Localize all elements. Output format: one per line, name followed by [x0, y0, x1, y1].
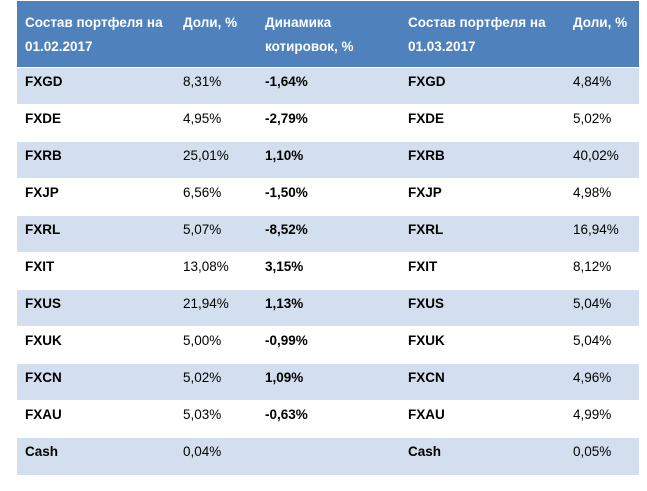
dynamics-cell: -0,99% [257, 326, 400, 364]
share-feb-cell: 5,02% [175, 363, 257, 401]
ticker-mar-cell: Cash [400, 437, 565, 475]
share-feb-cell: 6,56% [175, 178, 257, 216]
ticker-feb-cell: FXAU [17, 400, 175, 438]
ticker-mar-cell: FXCN [400, 363, 565, 401]
dynamics-cell: -0,63% [257, 400, 400, 438]
dynamics-cell: -2,79% [257, 104, 400, 142]
share-mar-cell: 40,02% [565, 141, 639, 179]
dynamics-cell: -1,64% [257, 67, 400, 105]
ticker-feb-cell: FXCN [17, 363, 175, 401]
share-mar-cell: 0,05% [565, 437, 639, 475]
dynamics-cell: 1,10% [257, 141, 400, 179]
table-row: FXAU 5,03% -0,63% FXAU 4,99% [17, 400, 639, 438]
table-row: FXRL 5,07% -8,52% FXRL 16,94% [17, 215, 639, 253]
ticker-feb-cell: FXRL [17, 215, 175, 253]
share-mar-cell: 4,84% [565, 67, 639, 105]
ticker-feb-cell: FXDE [17, 104, 175, 142]
table-row: FXJP 6,56% -1,50% FXJP 4,98% [17, 178, 639, 216]
share-mar-cell: 5,04% [565, 289, 639, 327]
header-composition-mar: Состав портфеля на 01.03.2017 [400, 1, 565, 68]
table-row: FXRB 25,01% 1,10% FXRB 40,02% [17, 141, 639, 179]
table-row: Cash 0,04% Cash 0,05% [17, 437, 639, 475]
dynamics-cell: 1,09% [257, 363, 400, 401]
table-header-row: Состав портфеля на 01.02.2017 Доли, % Ди… [17, 1, 639, 68]
share-mar-cell: 16,94% [565, 215, 639, 253]
table-row: FXUS 21,94% 1,13% FXUS 5,04% [17, 289, 639, 327]
dynamics-cell [257, 437, 400, 475]
header-share-mar: Доли, % [565, 1, 639, 68]
share-feb-cell: 5,00% [175, 326, 257, 364]
ticker-mar-cell: FXUS [400, 289, 565, 327]
dynamics-cell: 3,15% [257, 252, 400, 290]
ticker-feb-cell: FXUK [17, 326, 175, 364]
header-composition-feb: Состав портфеля на 01.02.2017 [17, 1, 175, 68]
header-dynamics: Динамика котировок, % [257, 1, 400, 68]
ticker-feb-cell: FXUS [17, 289, 175, 327]
portfolio-table-container: Состав портфеля на 01.02.2017 Доли, % Ди… [17, 1, 639, 475]
share-mar-cell: 5,04% [565, 326, 639, 364]
table-row: FXGD 8,31% -1,64% FXGD 4,84% [17, 67, 639, 105]
share-feb-cell: 21,94% [175, 289, 257, 327]
ticker-mar-cell: FXRB [400, 141, 565, 179]
ticker-mar-cell: FXGD [400, 67, 565, 105]
ticker-feb-cell: Cash [17, 437, 175, 475]
share-feb-cell: 0,04% [175, 437, 257, 475]
share-feb-cell: 4,95% [175, 104, 257, 142]
ticker-feb-cell: FXRB [17, 141, 175, 179]
ticker-feb-cell: FXIT [17, 252, 175, 290]
share-mar-cell: 4,99% [565, 400, 639, 438]
share-feb-cell: 5,07% [175, 215, 257, 253]
ticker-mar-cell: FXJP [400, 178, 565, 216]
ticker-feb-cell: FXGD [17, 67, 175, 105]
share-feb-cell: 5,03% [175, 400, 257, 438]
header-share-feb: Доли, % [175, 1, 257, 68]
share-mar-cell: 8,12% [565, 252, 639, 290]
dynamics-cell: -8,52% [257, 215, 400, 253]
share-feb-cell: 13,08% [175, 252, 257, 290]
ticker-feb-cell: FXJP [17, 178, 175, 216]
table-body: FXGD 8,31% -1,64% FXGD 4,84% FXDE 4,95% -2,79% F… [17, 67, 639, 475]
dynamics-cell: 1,13% [257, 289, 400, 327]
table-row: FXCN 5,02% 1,09% FXCN 4,96% [17, 363, 639, 401]
ticker-mar-cell: FXDE [400, 104, 565, 142]
table-row: FXIT 13,08% 3,15% FXIT 8,12% [17, 252, 639, 290]
share-feb-cell: 8,31% [175, 67, 257, 105]
ticker-mar-cell: FXAU [400, 400, 565, 438]
ticker-mar-cell: FXIT [400, 252, 565, 290]
share-mar-cell: 5,02% [565, 104, 639, 142]
share-mar-cell: 4,96% [565, 363, 639, 401]
table-row: FXDE 4,95% -2,79% FXDE 5,02% [17, 104, 639, 142]
table-row: FXUK 5,00% -0,99% FXUK 5,04% [17, 326, 639, 364]
ticker-mar-cell: FXUK [400, 326, 565, 364]
dynamics-cell: -1,50% [257, 178, 400, 216]
share-feb-cell: 25,01% [175, 141, 257, 179]
ticker-mar-cell: FXRL [400, 215, 565, 253]
portfolio-table: Состав портфеля на 01.02.2017 Доли, % Ди… [17, 1, 639, 475]
share-mar-cell: 4,98% [565, 178, 639, 216]
